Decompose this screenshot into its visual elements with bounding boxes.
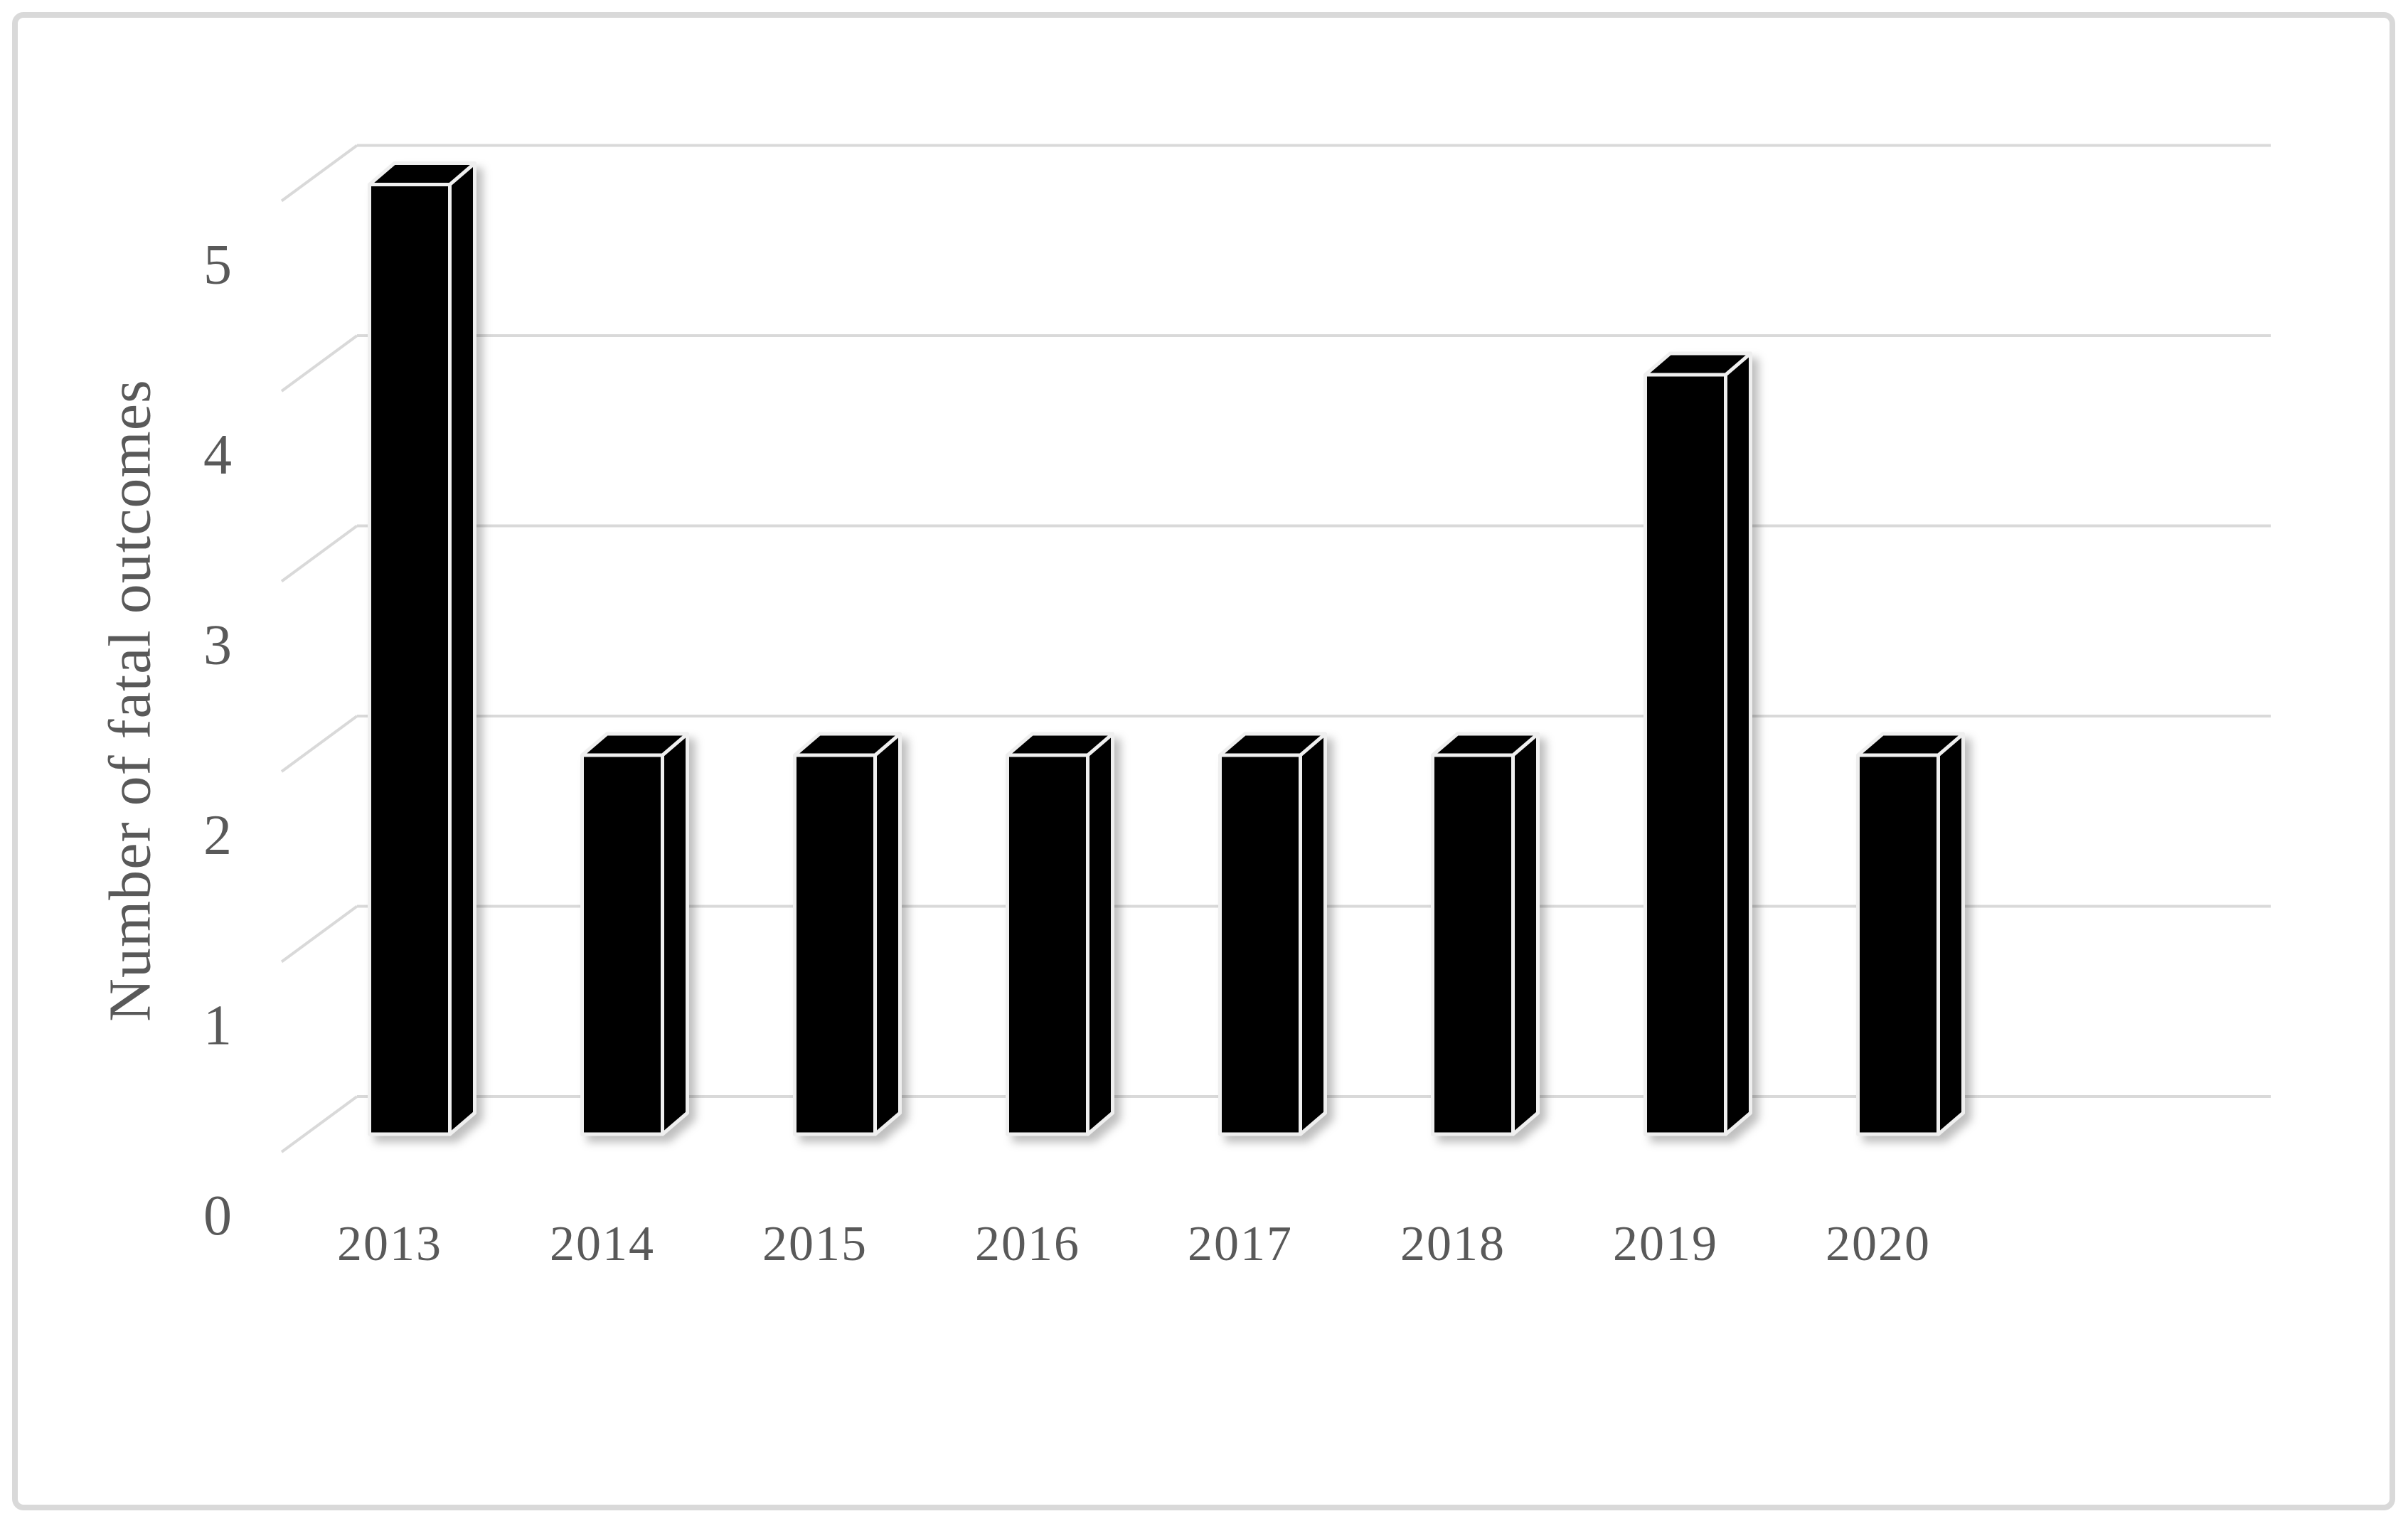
bar-front-face xyxy=(1218,753,1302,1136)
bar-2019 xyxy=(1643,351,1752,1136)
y-tick-label: 0 xyxy=(203,1185,232,1247)
y-tick-label: 5 xyxy=(203,234,232,297)
bar-side-face xyxy=(1511,732,1540,1136)
y-tick-label: 4 xyxy=(203,424,232,486)
x-tick-label: 2020 xyxy=(1826,1217,1931,1271)
bar-2018 xyxy=(1431,732,1540,1136)
bar-front-face xyxy=(580,753,664,1136)
x-tick-label: 2018 xyxy=(1400,1217,1506,1271)
bar-side-face xyxy=(1936,732,1965,1136)
bar-front-face xyxy=(368,183,452,1136)
y-tick-label: 2 xyxy=(203,804,232,867)
x-tick-label: 2013 xyxy=(337,1217,442,1271)
bar-2016 xyxy=(1006,732,1114,1136)
bar-2015 xyxy=(793,732,902,1136)
axis-tick-connector xyxy=(280,905,358,964)
bar-front-face xyxy=(1643,373,1727,1136)
bar-side-face xyxy=(873,732,902,1136)
bar-front-face xyxy=(793,753,877,1136)
bar-side-face xyxy=(1724,351,1752,1136)
axis-tick-connector xyxy=(280,334,358,393)
x-axis-labels: 2013 2014 2015 2016 2017 2018 2019 2020 xyxy=(337,1217,1931,1271)
axis-tick-connector xyxy=(280,1095,358,1153)
bar-2020 xyxy=(1856,732,1965,1136)
x-tick-label: 2016 xyxy=(975,1217,1080,1271)
bar-front-face xyxy=(1431,753,1515,1136)
axis-tick-connector xyxy=(280,524,358,583)
x-tick-label: 2019 xyxy=(1613,1217,1718,1271)
bar-side-face xyxy=(661,732,689,1136)
bar-front-face xyxy=(1856,753,1940,1136)
x-tick-label: 2015 xyxy=(762,1217,868,1271)
y-axis-title: Number of fatal outcomes xyxy=(97,379,164,1022)
y-tick-label: 3 xyxy=(203,614,232,677)
bar-2013 xyxy=(368,161,476,1136)
axis-tick-connector xyxy=(280,144,358,203)
y-tick-label: 1 xyxy=(203,995,232,1057)
bar-side-face xyxy=(1299,732,1327,1136)
y-axis-tick-labels: 0 1 2 3 4 5 xyxy=(203,234,232,1248)
x-tick-label: 2014 xyxy=(550,1217,655,1271)
bar-side-face xyxy=(1086,732,1114,1136)
bar-front-face xyxy=(1006,753,1090,1136)
axis-tick-connector xyxy=(280,715,358,773)
bar-side-face xyxy=(448,161,476,1136)
bar-2017 xyxy=(1218,732,1327,1136)
bar-2014 xyxy=(580,732,689,1136)
bar-series xyxy=(368,161,1965,1136)
x-tick-label: 2017 xyxy=(1188,1217,1293,1271)
